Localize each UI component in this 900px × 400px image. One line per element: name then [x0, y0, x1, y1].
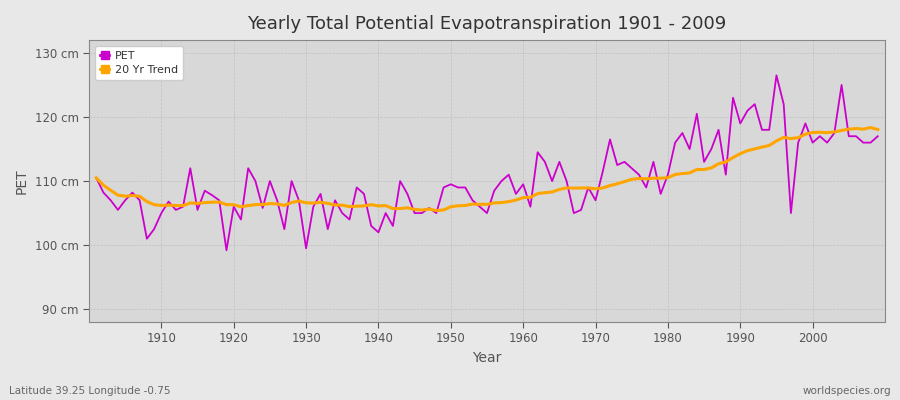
Text: worldspecies.org: worldspecies.org: [803, 386, 891, 396]
Title: Yearly Total Potential Evapotranspiration 1901 - 2009: Yearly Total Potential Evapotranspiratio…: [248, 15, 726, 33]
Y-axis label: PET: PET: [15, 168, 29, 194]
X-axis label: Year: Year: [472, 351, 501, 365]
Text: Latitude 39.25 Longitude -0.75: Latitude 39.25 Longitude -0.75: [9, 386, 170, 396]
Legend: PET, 20 Yr Trend: PET, 20 Yr Trend: [94, 46, 184, 80]
